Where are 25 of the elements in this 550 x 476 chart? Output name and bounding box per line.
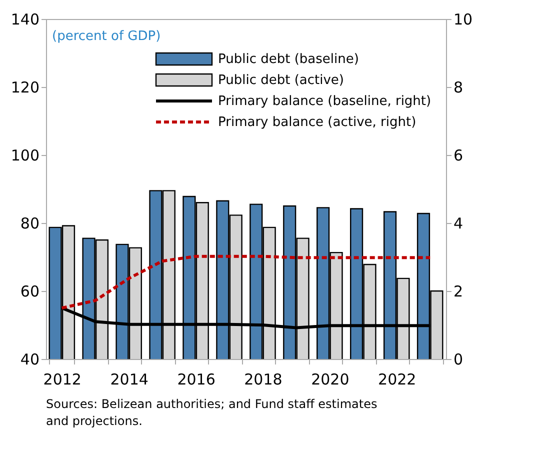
x-tick-label: 2016: [177, 370, 216, 388]
y-tick-label: 140: [10, 10, 40, 28]
legend-label: Public debt (baseline): [218, 52, 359, 67]
y2-tick-label: 0: [454, 350, 464, 368]
y2-tick-label: 8: [454, 78, 464, 96]
legend-label: Primary balance (active, right): [218, 115, 416, 130]
y-axis-title: (percent of GDP): [52, 29, 161, 44]
y2-tick-label: 2: [454, 282, 464, 300]
x-tick-label: 2022: [378, 370, 416, 388]
x-tick-label: 2012: [43, 370, 82, 388]
source-note: Sources: Belizean authorities; and Fund staff estimates and projections.: [46, 397, 378, 428]
y-tick-label: 60: [20, 282, 40, 300]
y2-tick-label: 6: [454, 146, 464, 164]
y2-tick-label: 4: [454, 214, 464, 232]
legend-label: Primary balance (baseline, right): [218, 94, 432, 109]
y-tick-label: 120: [10, 78, 40, 96]
x-tick-label: 2020: [311, 370, 350, 388]
y-tick-label: 40: [20, 350, 40, 368]
y-tick-label: 100: [10, 146, 40, 164]
line-series: [60, 254, 432, 310]
x-tick-label: 2014: [110, 370, 148, 388]
y-tick-label: 80: [20, 214, 40, 232]
x-tick-label: 2018: [244, 370, 282, 388]
legend-label: Public debt (active): [218, 73, 344, 88]
y2-tick-label: 10: [454, 10, 473, 28]
